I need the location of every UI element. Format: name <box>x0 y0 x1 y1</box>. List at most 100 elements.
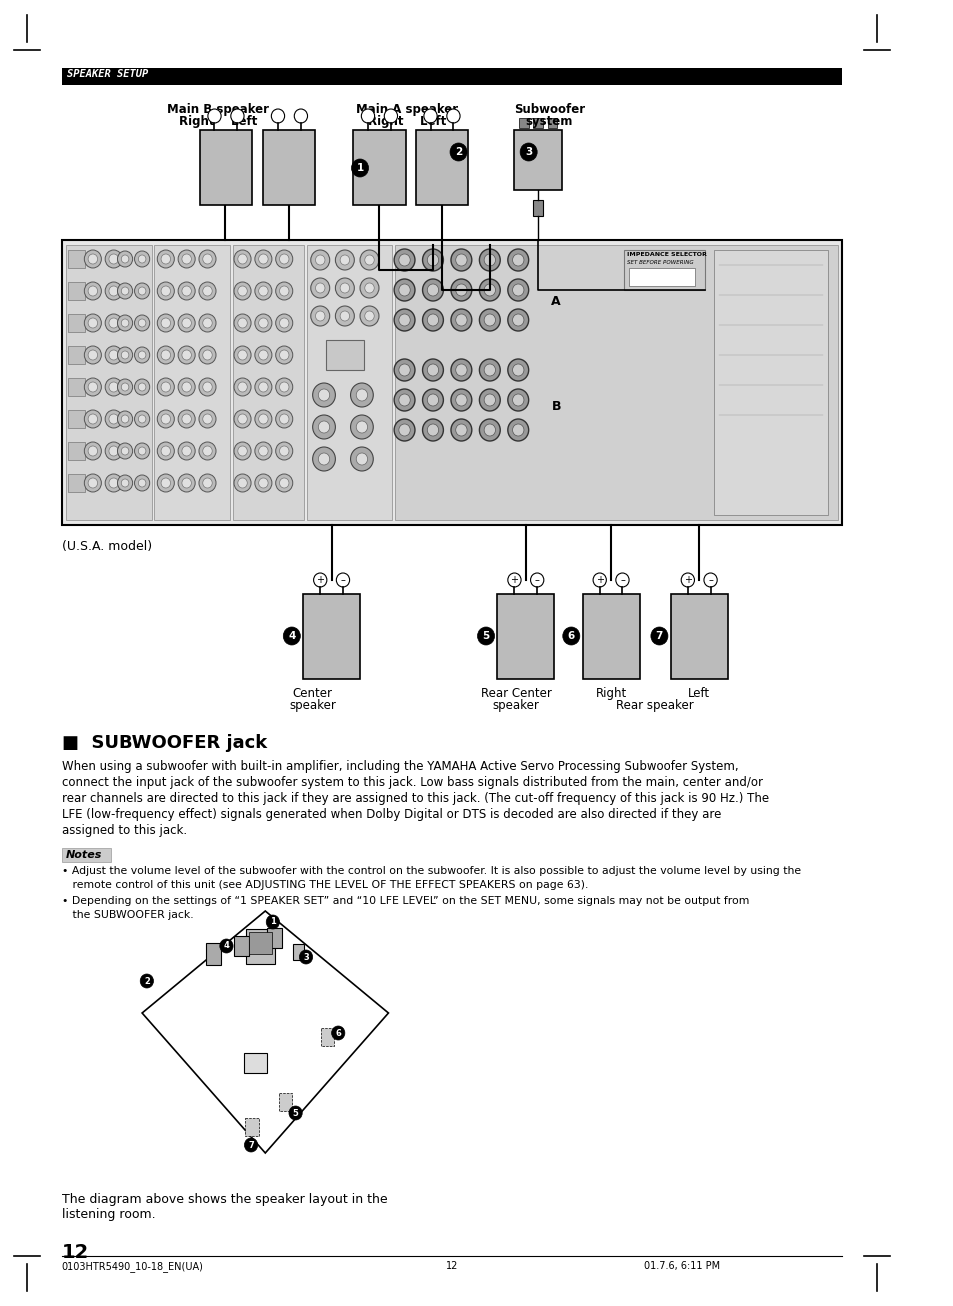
Circle shape <box>88 317 97 328</box>
Circle shape <box>616 573 628 586</box>
Circle shape <box>84 377 101 396</box>
Text: 3: 3 <box>303 952 309 961</box>
Text: 5: 5 <box>482 631 489 641</box>
Circle shape <box>117 347 132 363</box>
Circle shape <box>258 317 268 328</box>
Circle shape <box>275 249 293 268</box>
Circle shape <box>258 350 268 360</box>
Circle shape <box>451 279 472 300</box>
Circle shape <box>237 350 247 360</box>
Text: Main A speaker: Main A speaker <box>356 103 458 116</box>
Circle shape <box>254 346 272 364</box>
Circle shape <box>422 249 443 272</box>
Circle shape <box>359 249 378 270</box>
Circle shape <box>134 411 150 427</box>
Circle shape <box>451 310 472 330</box>
Circle shape <box>157 410 174 428</box>
Bar <box>263 131 315 205</box>
Text: –: – <box>707 575 712 585</box>
Circle shape <box>157 282 174 300</box>
Text: 7: 7 <box>655 631 662 641</box>
Circle shape <box>279 317 289 328</box>
Circle shape <box>203 317 212 328</box>
Circle shape <box>313 415 335 439</box>
Text: +: + <box>595 575 603 585</box>
Circle shape <box>121 415 129 423</box>
Circle shape <box>451 359 472 381</box>
Text: A: A <box>551 295 560 308</box>
Text: +: + <box>683 575 691 585</box>
Circle shape <box>507 573 520 586</box>
Text: 2: 2 <box>455 148 461 157</box>
Circle shape <box>315 311 325 321</box>
Circle shape <box>233 282 251 300</box>
Circle shape <box>450 142 467 161</box>
Bar <box>69 346 85 364</box>
Circle shape <box>507 310 528 330</box>
Circle shape <box>105 249 122 268</box>
Bar <box>62 848 111 862</box>
Circle shape <box>394 359 415 381</box>
Circle shape <box>398 253 410 266</box>
Circle shape <box>340 311 349 321</box>
Text: the SUBWOOFER jack.: the SUBWOOFER jack. <box>62 910 193 919</box>
Circle shape <box>340 255 349 265</box>
Circle shape <box>233 249 251 268</box>
Circle shape <box>311 249 330 270</box>
Circle shape <box>479 419 499 441</box>
Circle shape <box>279 414 289 424</box>
Text: When using a subwoofer with built-in amplifier, including the YAMAHA Active Serv: When using a subwoofer with built-in amp… <box>62 760 738 773</box>
Circle shape <box>355 389 367 401</box>
Circle shape <box>275 410 293 428</box>
Circle shape <box>394 419 415 441</box>
Circle shape <box>275 313 293 332</box>
Circle shape <box>109 253 118 264</box>
Text: assigned to this jack.: assigned to this jack. <box>62 824 187 837</box>
Circle shape <box>364 311 374 321</box>
Circle shape <box>138 447 146 454</box>
Circle shape <box>182 286 192 296</box>
Text: +: + <box>315 575 324 585</box>
Circle shape <box>199 474 215 492</box>
Text: IMPEDANCE SELECTOR: IMPEDANCE SELECTOR <box>626 252 706 257</box>
Bar <box>547 118 557 128</box>
Circle shape <box>138 415 146 423</box>
Circle shape <box>88 286 97 296</box>
Circle shape <box>483 283 495 296</box>
Circle shape <box>266 916 279 929</box>
Text: ■  SUBWOOFER jack: ■ SUBWOOFER jack <box>62 734 267 752</box>
Circle shape <box>311 306 330 326</box>
Circle shape <box>121 383 129 390</box>
Circle shape <box>703 573 717 586</box>
Circle shape <box>318 389 330 401</box>
Circle shape <box>109 414 118 424</box>
Bar <box>267 929 282 948</box>
Circle shape <box>456 253 467 266</box>
Bar <box>353 131 405 205</box>
Circle shape <box>88 253 97 264</box>
Circle shape <box>121 287 129 295</box>
Circle shape <box>530 573 543 586</box>
Circle shape <box>258 253 268 264</box>
Circle shape <box>199 410 215 428</box>
Bar <box>69 282 85 300</box>
Circle shape <box>178 441 195 460</box>
Circle shape <box>134 315 150 330</box>
Circle shape <box>109 447 118 456</box>
Bar <box>518 118 528 128</box>
Circle shape <box>88 447 97 456</box>
Circle shape <box>279 381 289 392</box>
Circle shape <box>157 441 174 460</box>
Circle shape <box>161 286 171 296</box>
Text: +: + <box>364 111 372 121</box>
Circle shape <box>134 475 150 491</box>
Text: Center: Center <box>293 687 333 700</box>
Text: –: – <box>298 111 303 121</box>
Circle shape <box>105 282 122 300</box>
Text: –: – <box>451 111 456 121</box>
Text: system: system <box>525 115 573 128</box>
Bar <box>497 594 554 679</box>
Bar <box>514 131 561 189</box>
Circle shape <box>512 253 523 266</box>
Circle shape <box>233 377 251 396</box>
